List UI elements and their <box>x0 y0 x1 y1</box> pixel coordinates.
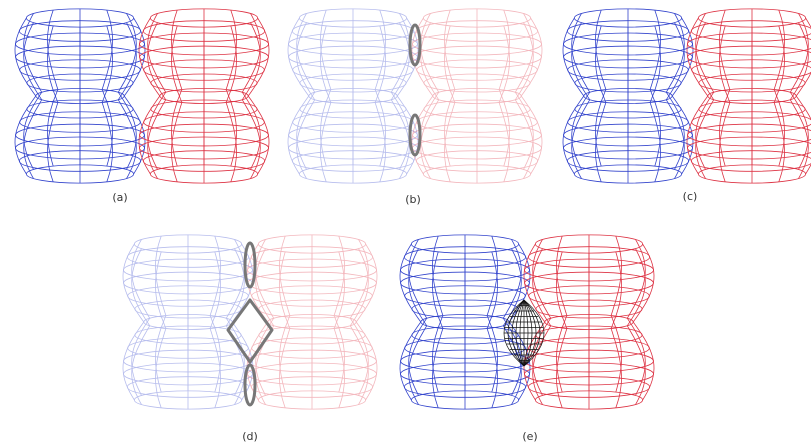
wireframe <box>524 235 654 409</box>
panel-label: (a) <box>112 191 127 204</box>
page: (a) (b) (c) (d) (e) (() => { const data … <box>0 0 811 447</box>
meridian <box>796 18 811 174</box>
ring <box>691 21 811 42</box>
panel-label: (d) <box>242 430 258 443</box>
wireframe <box>288 9 418 183</box>
wireframe <box>687 9 811 183</box>
ring <box>687 33 811 55</box>
wireframe <box>15 9 145 183</box>
wireframe <box>412 9 542 183</box>
ring <box>687 137 811 159</box>
ring <box>688 124 811 146</box>
lens-mesh <box>504 300 544 366</box>
contact-curve <box>410 25 420 65</box>
ring <box>692 112 811 133</box>
panel-label: (e) <box>522 430 537 443</box>
contact-curve <box>245 243 255 287</box>
wireframe <box>139 9 269 183</box>
wireframe <box>563 9 693 183</box>
ring <box>688 46 811 68</box>
panel-label: (c) <box>683 190 698 203</box>
figure: (a) (b) (c) (d) (e) <box>0 0 811 447</box>
panel-label: (b) <box>405 193 421 206</box>
contact-curve <box>410 115 420 155</box>
